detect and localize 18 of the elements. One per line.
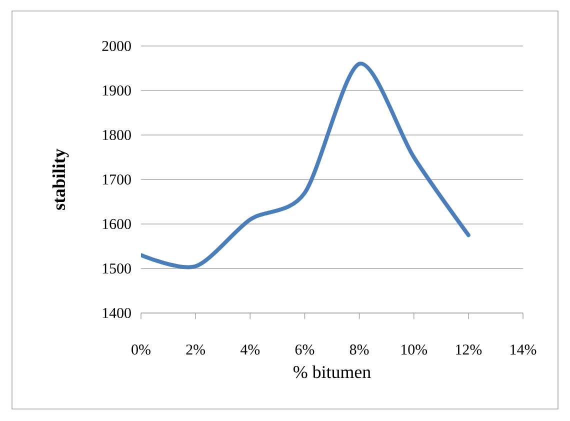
x-axis-title: % bitumen xyxy=(294,365,371,378)
y-tick-label: 2000 xyxy=(102,40,131,52)
x-tick-label: 8% xyxy=(350,344,369,355)
y-tick-label: 1700 xyxy=(102,174,131,185)
y-tick-label: 1900 xyxy=(102,85,131,96)
y-axis-title: stability xyxy=(52,148,69,210)
x-tick-label: 10% xyxy=(401,344,428,355)
x-tick-label: 0% xyxy=(132,344,150,355)
line-series xyxy=(141,62,470,270)
x-tick-label: 2% xyxy=(186,344,206,355)
y-tick-label: 1600 xyxy=(102,218,131,230)
y-tick-label: 1400 xyxy=(102,308,131,318)
x-tick-label: 14% xyxy=(510,344,536,355)
x-tick-label: 12% xyxy=(456,344,482,355)
y-tick-label: 1500 xyxy=(102,263,131,274)
x-tick-label: 6% xyxy=(295,344,314,355)
x-tick-label: 4% xyxy=(240,344,260,355)
y-tick-label: 1800 xyxy=(102,130,131,140)
